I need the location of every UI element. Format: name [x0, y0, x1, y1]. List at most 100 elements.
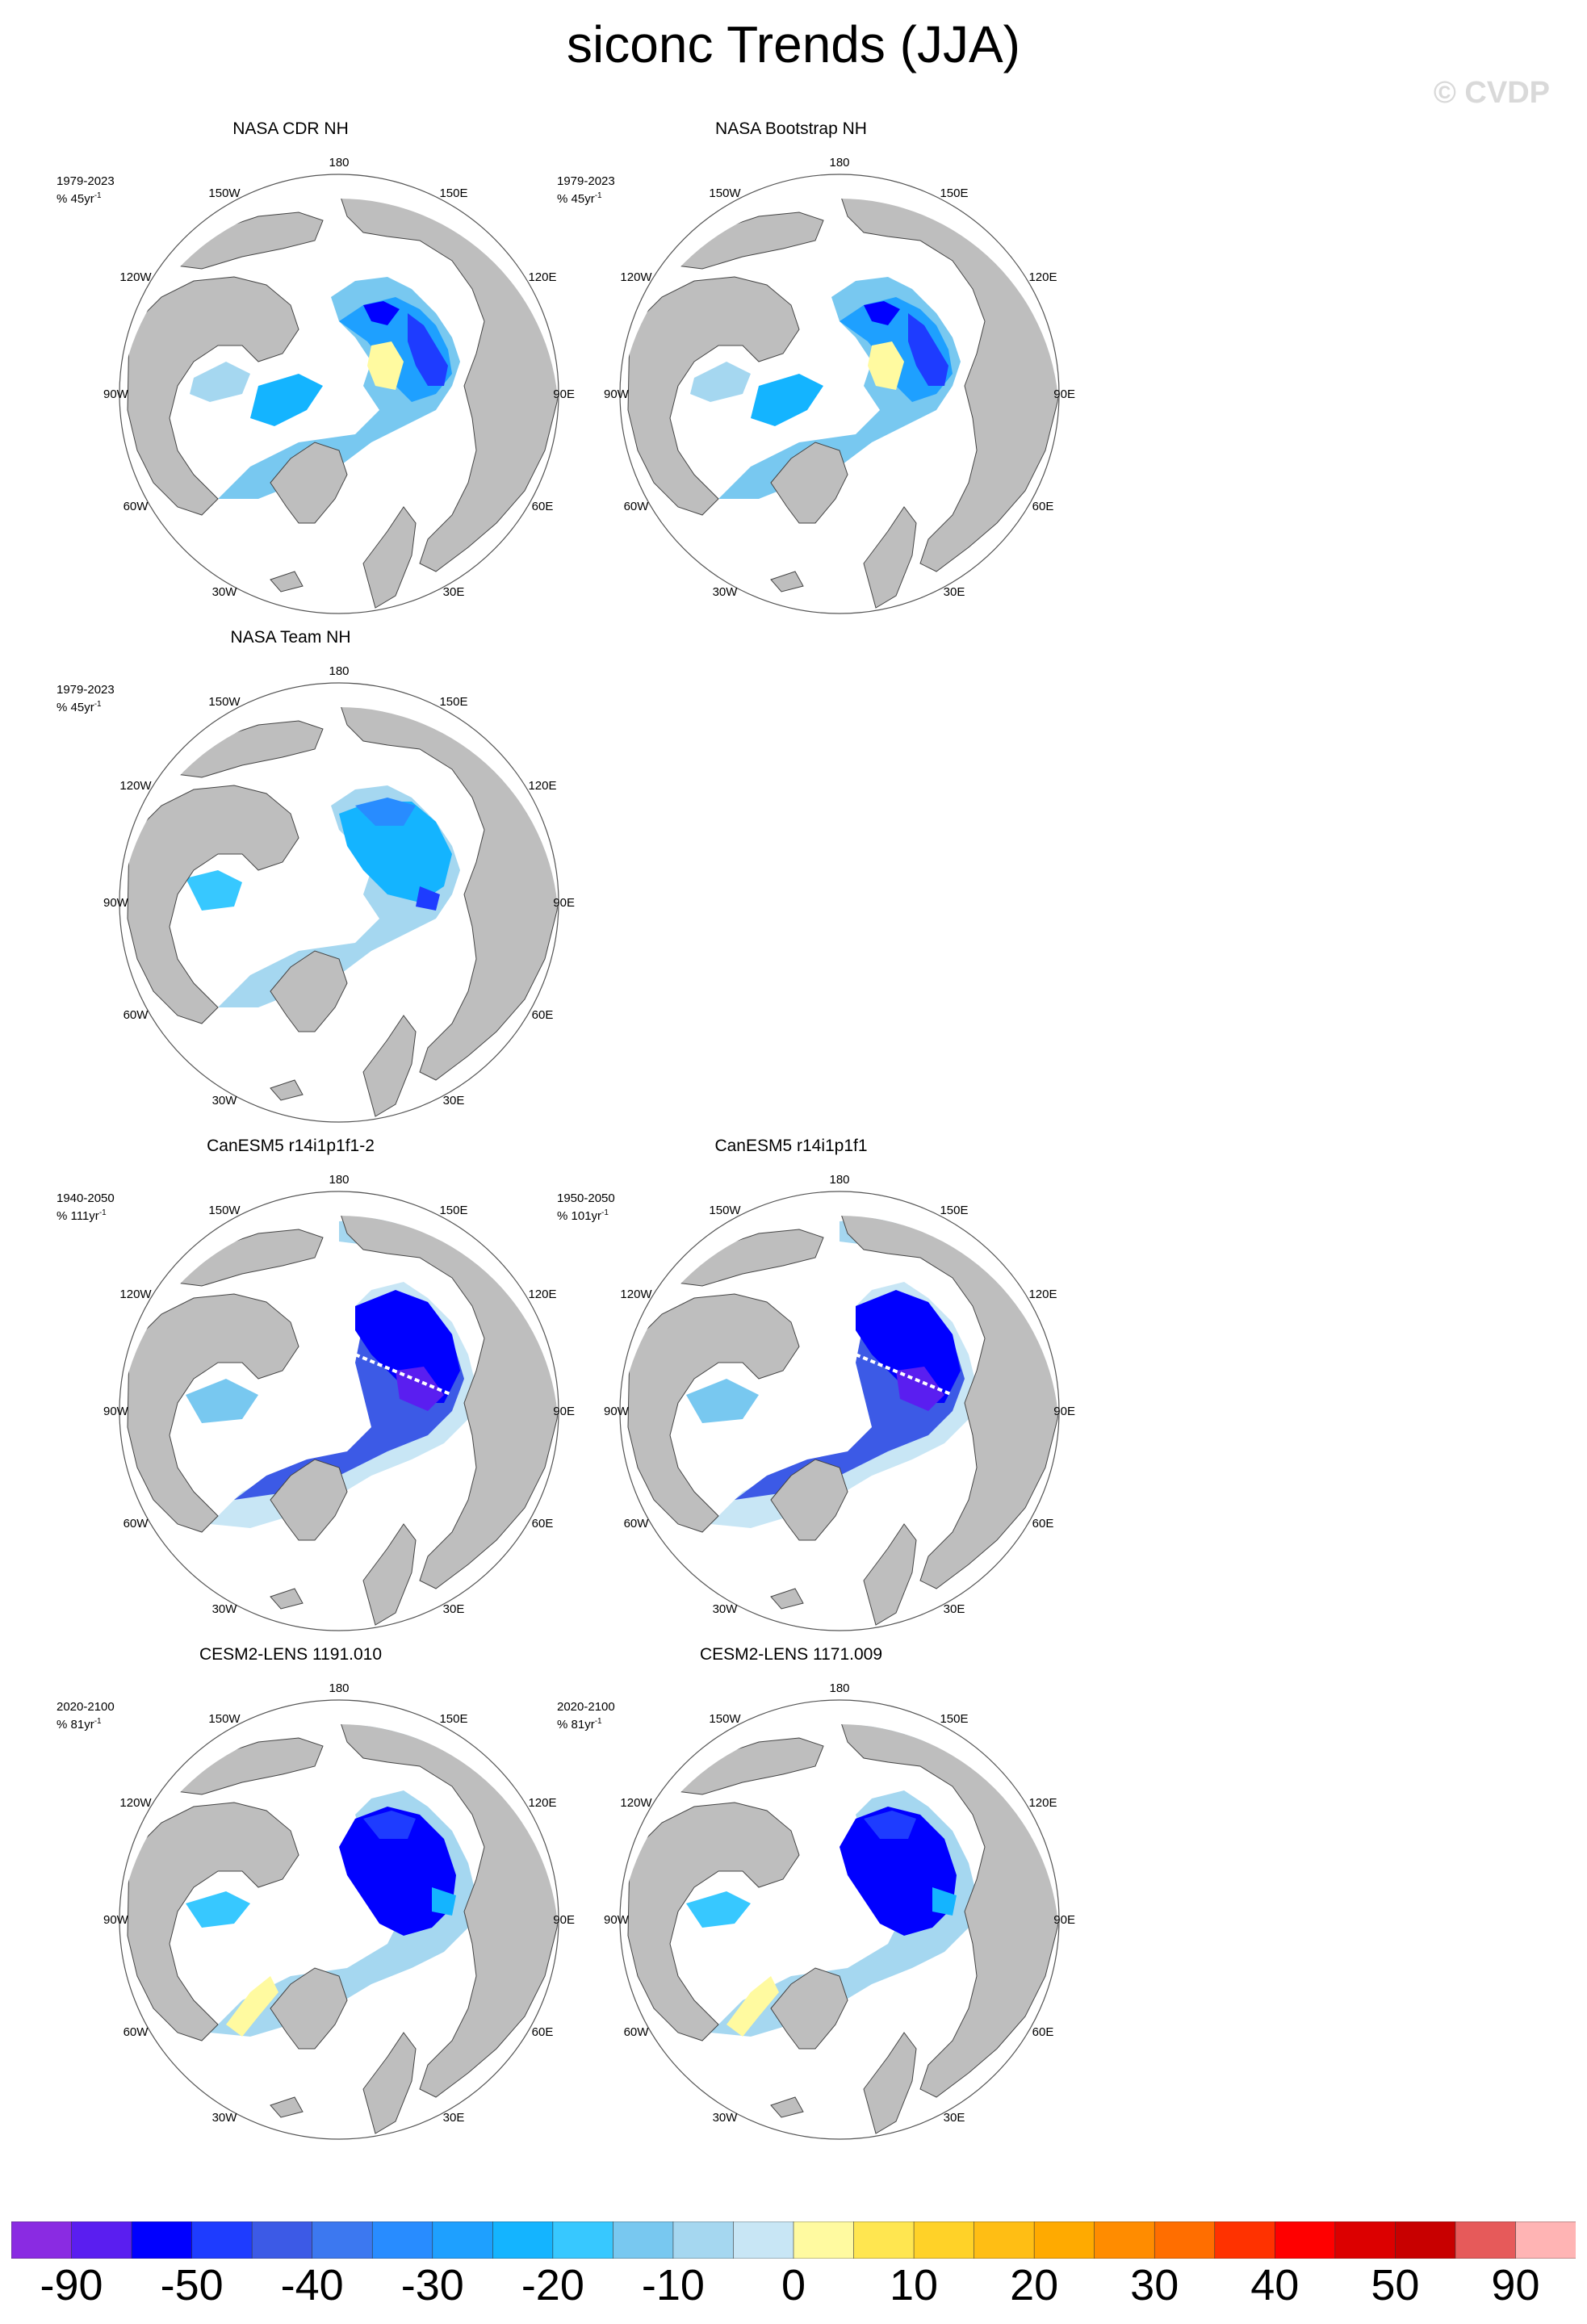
longitude-label: 180: [329, 1173, 349, 1187]
colorbar-swatch: [1334, 2221, 1396, 2259]
longitude-label: 0: [836, 1636, 843, 1637]
longitude-label: 60E: [532, 1517, 554, 1530]
longitude-label: 60E: [1032, 500, 1054, 513]
ice-trend-region: [868, 341, 904, 390]
longitude-label: 180: [329, 1681, 349, 1695]
land-mass: [863, 506, 917, 609]
map-border: [119, 174, 559, 614]
units-exponent: -1: [601, 1208, 609, 1217]
land-mass: [270, 1459, 348, 1541]
longitude-label: 90E: [553, 1913, 575, 1927]
longitude-label: 150W: [709, 1204, 741, 1217]
period-range: 2020-2100: [57, 1700, 115, 1714]
colorbar-tick-label: -90: [40, 2261, 103, 2309]
land-mass: [270, 442, 348, 524]
colorbar-swatch: [191, 2221, 253, 2259]
longitude-label: 150W: [208, 186, 241, 200]
land-mass: [627, 1802, 800, 2041]
period-units: % 111yr-1: [57, 1206, 115, 1224]
period-units: % 45yr-1: [557, 189, 615, 207]
longitude-label: 120W: [620, 270, 652, 284]
longitude-label: 30E: [443, 1094, 465, 1108]
land-mass: [627, 276, 800, 516]
longitude-label: 180: [829, 1173, 849, 1187]
map-content: [119, 1216, 559, 1637]
colorbar-tick-label: 10: [890, 2261, 939, 2309]
ice-trend-region: [864, 301, 900, 325]
map-content: [620, 199, 1059, 620]
longitude-label: 150E: [439, 1204, 467, 1217]
period-units: % 45yr-1: [57, 189, 115, 207]
longitude-label: 60E: [1032, 1517, 1054, 1530]
map-content: [119, 1724, 559, 2146]
colorbar-tick-label: 40: [1250, 2261, 1300, 2309]
longitude-label: 120E: [1028, 1288, 1057, 1301]
land-mass: [770, 1588, 804, 1610]
panel-title: CanESM5 r14i1p1f1-2: [207, 1137, 375, 1155]
land-mass: [270, 1588, 304, 1610]
longitude-label: 120W: [119, 1288, 152, 1301]
colorbar-swatch: [251, 2221, 313, 2259]
land-mass: [627, 1293, 800, 1533]
longitude-label: 120E: [528, 270, 556, 284]
figure-title: siconc Trends (JJA): [567, 15, 1020, 73]
panel-title: CanESM5 r14i1p1f1: [714, 1137, 868, 1155]
longitude-label: 90W: [604, 1913, 630, 1927]
longitude-label: 30W: [212, 1094, 238, 1108]
colorbar-swatch: [1033, 2221, 1095, 2259]
longitude-label: 120E: [528, 1796, 556, 1810]
panel-title: NASA Bootstrap NH: [715, 119, 867, 138]
longitude-label: 30E: [944, 1602, 965, 1616]
ice-trend-region: [908, 313, 948, 386]
panel-title: CESM2-LENS 1191.010: [199, 1645, 383, 1664]
units-text: % 81yr: [57, 1718, 94, 1731]
longitude-label: 60E: [532, 500, 554, 513]
longitude-label: 120W: [119, 270, 152, 284]
polar-map: 180 0 150W 150E 120W 120E 90W 90E 60W 60E 30W 30E: [103, 156, 575, 620]
colorbar-swatch: [432, 2221, 494, 2259]
longitude-label: 60W: [624, 1517, 650, 1530]
longitude-label: 90E: [1053, 1913, 1075, 1927]
land-mass: [270, 1967, 348, 2050]
ice-trend-region: [840, 1807, 957, 1936]
longitude-label: 60W: [124, 500, 149, 513]
longitude-label: 120W: [119, 1796, 152, 1810]
dashed-line: [354, 1353, 453, 1396]
longitude-label: 0: [836, 619, 843, 620]
ice-trend-region: [363, 301, 400, 325]
colorbar-swatch: [613, 2221, 674, 2259]
colorbar-swatch: [71, 2221, 132, 2259]
longitude-label: 120E: [528, 779, 556, 793]
land-mass: [127, 276, 299, 516]
longitude-label: 90W: [103, 896, 129, 910]
colorbar-swatch: [312, 2221, 374, 2259]
panel-period: 1940-2050% 111yr-1: [57, 1191, 115, 1224]
longitude-label: 180: [829, 156, 849, 170]
period-range: 1979-2023: [557, 174, 615, 188]
colorbar-swatch: [1515, 2221, 1576, 2259]
land-mass: [270, 2096, 304, 2118]
ice-trend-region: [864, 1811, 916, 1839]
land-mass: [770, 1459, 848, 1541]
longitude-label: 30E: [443, 1602, 465, 1616]
longitude-label: 30E: [944, 585, 965, 599]
units-exponent: -1: [94, 191, 102, 200]
units-exponent: -1: [98, 1208, 107, 1217]
longitude-label: 30E: [944, 2111, 965, 2125]
land-mass: [863, 1523, 917, 1626]
longitude-label: 120E: [1028, 1796, 1057, 1810]
map-border: [119, 1699, 559, 2140]
colorbar-swatch: [11, 2221, 73, 2259]
map-border: [619, 174, 1060, 614]
panel-period: 1979-2023% 45yr-1: [57, 683, 115, 715]
period-range: 1979-2023: [57, 174, 115, 188]
longitude-label: 150E: [439, 186, 467, 200]
land-mass: [127, 785, 299, 1024]
ice-trend-region: [856, 1290, 961, 1403]
colorbar-tick-label: 0: [781, 2261, 806, 2309]
longitude-label: 60W: [624, 500, 650, 513]
